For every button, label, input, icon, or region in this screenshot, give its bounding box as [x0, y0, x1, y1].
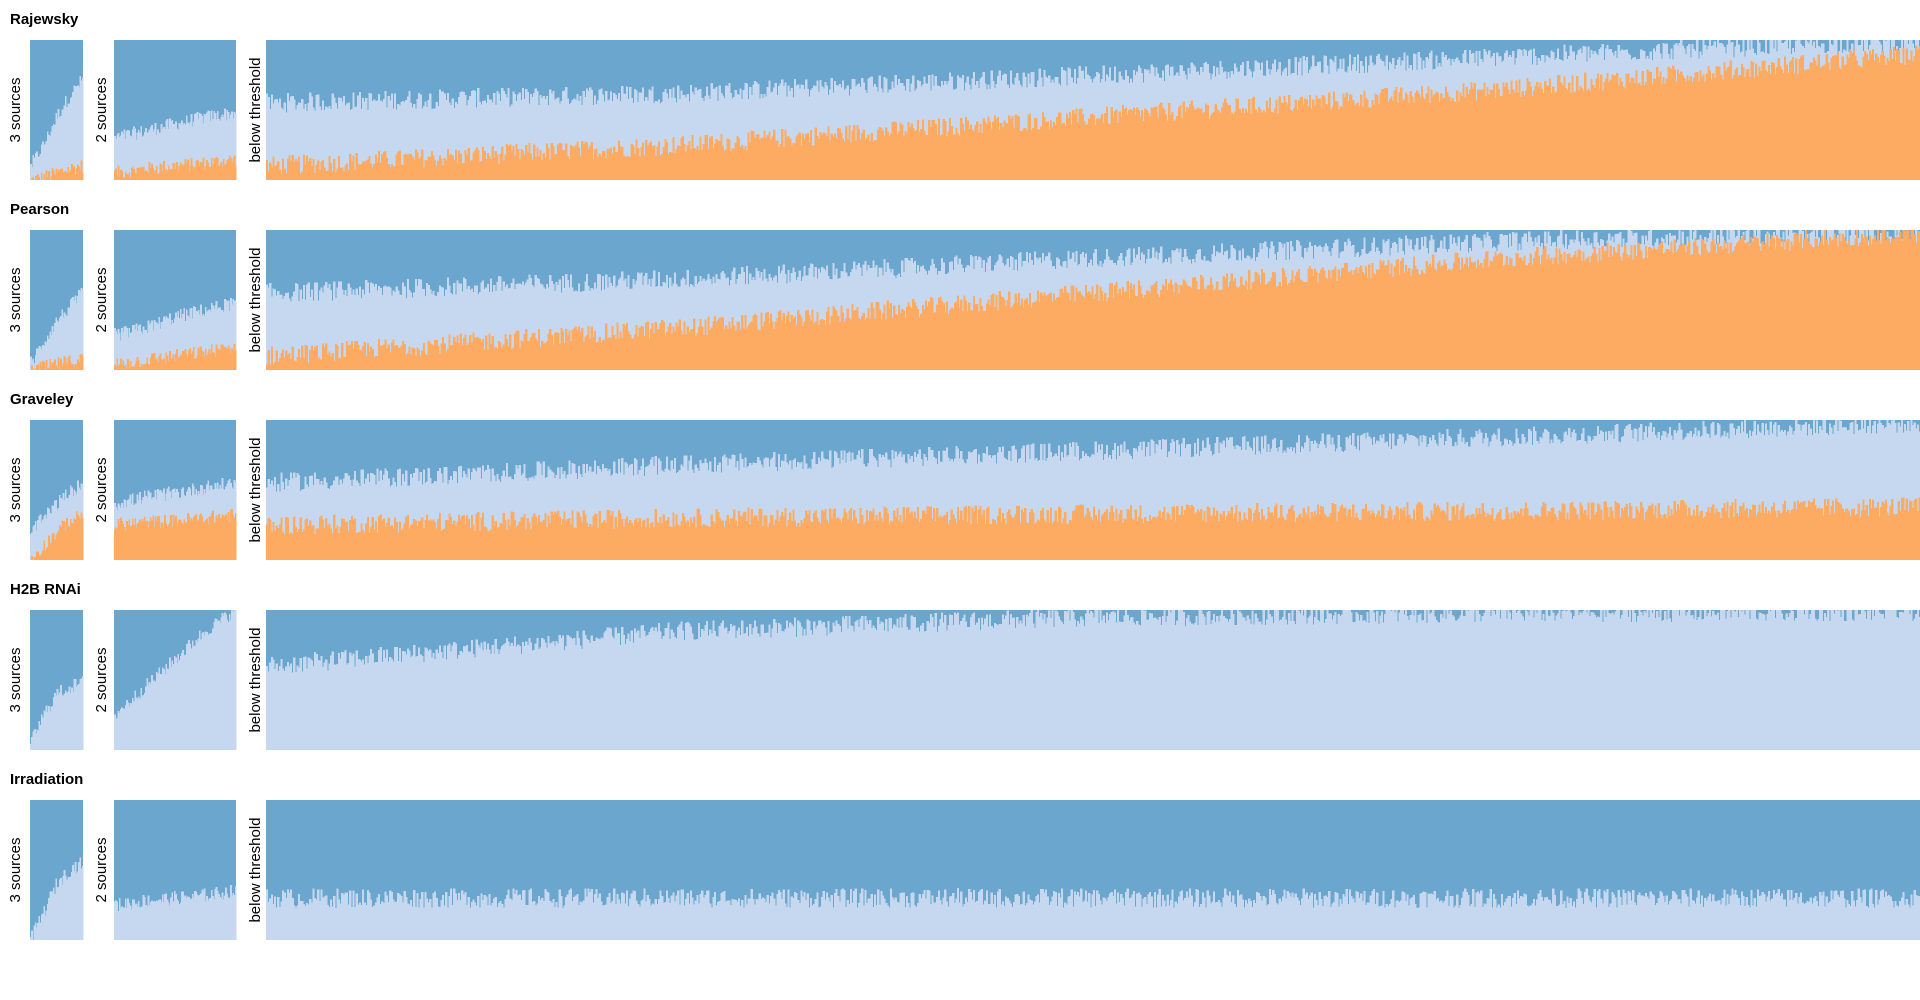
series-middle-area	[30, 287, 84, 370]
panel-label: 2 sources	[93, 647, 110, 712]
panel-label: 3 sources	[7, 837, 24, 902]
panel-label: below threshold	[247, 57, 264, 162]
series-middle-area	[30, 75, 84, 180]
series-bottom-area	[266, 45, 1920, 180]
series-middle-area	[30, 676, 84, 750]
panel-label: 3 sources	[7, 267, 24, 332]
row-rajewsky: Rajewsky 3 sources 2 sources below threshol…	[7, 11, 1920, 180]
rows-layer: Rajewsky 3 sources 2 sources below threshol…	[7, 11, 1920, 940]
panel-label: 3 sources	[7, 77, 24, 142]
panel-below-threshold: below threshold	[247, 420, 1920, 560]
series-bottom-area	[114, 155, 237, 180]
row-irradiation: Irradiation 3 sources 2 sources below thres…	[7, 771, 1920, 940]
panel-label: below threshold	[247, 247, 264, 352]
series-bottom-area	[114, 509, 237, 560]
row-title: Irradiation	[10, 771, 83, 788]
panel-3-sources: 3 sources	[7, 610, 84, 750]
series-bottom-area	[114, 344, 237, 370]
series-bottom-area	[31, 511, 84, 560]
row-pearson: Pearson 3 sources 2 sources below threshold	[7, 201, 1920, 370]
row-h2b-rnai: H2B RNAi 3 sources 2 sources below threshol…	[7, 581, 1920, 750]
row-title: H2B RNAi	[10, 581, 81, 598]
panel-below-threshold: below threshold	[247, 230, 1920, 370]
row-title: Graveley	[10, 391, 74, 408]
series-middle-area	[114, 108, 237, 180]
series-bottom-area	[266, 497, 1920, 560]
panel-label: below threshold	[247, 817, 264, 922]
panel-2-sources: 2 sources	[93, 800, 237, 940]
series-bottom-area	[31, 354, 84, 370]
panel-label: 2 sources	[93, 267, 110, 332]
panel-2-sources: 2 sources	[93, 610, 237, 750]
panel-2-sources: 2 sources	[93, 40, 237, 180]
panel-below-threshold: below threshold	[247, 800, 1920, 940]
row-title: Rajewsky	[10, 11, 79, 28]
series-middle-area	[114, 884, 237, 940]
series-middle-area	[114, 610, 237, 750]
panel-label: 3 sources	[7, 647, 24, 712]
series-middle-area	[30, 857, 84, 940]
series-middle-area	[266, 888, 1920, 940]
panel-below-threshold: below threshold	[247, 40, 1920, 180]
panel-label: 2 sources	[93, 77, 110, 142]
panel-label: 2 sources	[93, 837, 110, 902]
row-graveley: Graveley 3 sources 2 sources below threshol…	[7, 391, 1920, 560]
panel-3-sources: 3 sources	[7, 420, 84, 560]
panel-2-sources: 2 sources	[93, 230, 237, 370]
series-bottom-area	[31, 160, 84, 180]
panel-below-threshold: below threshold	[247, 610, 1920, 750]
panel-3-sources: 3 sources	[7, 800, 84, 940]
panel-label: below threshold	[247, 627, 264, 732]
panel-2-sources: 2 sources	[93, 420, 237, 560]
panel-label: 3 sources	[7, 457, 24, 522]
panel-label: below threshold	[247, 437, 264, 542]
row-title: Pearson	[10, 201, 69, 218]
series-middle-area	[266, 610, 1920, 750]
panel-3-sources: 3 sources	[7, 40, 84, 180]
series-bottom-area	[266, 230, 1920, 370]
panel-3-sources: 3 sources	[7, 230, 84, 370]
panel-label: 2 sources	[93, 457, 110, 522]
